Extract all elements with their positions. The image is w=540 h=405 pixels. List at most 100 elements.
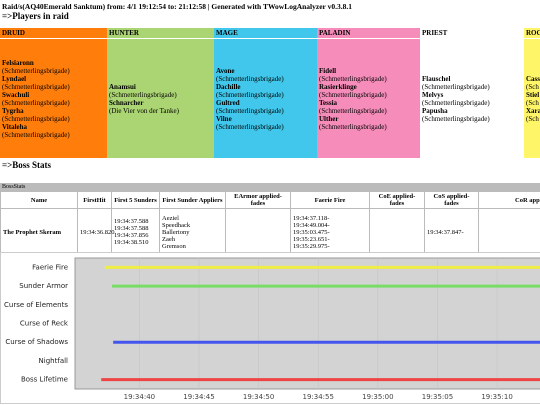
player-guild: (Schmetterlingsbrigade) [422,98,490,107]
player-guild: (Schmetterlingsbrigade) [319,90,387,99]
class-cell: Cass (Sch Stiel (Sch Xara (Sch [524,38,540,158]
table-cell [478,208,540,256]
player-guild: (Schmetterlingsbrigade) [2,98,70,107]
table-cell: The Prophet Skeram [0,208,78,256]
player-name: Avone [216,66,235,75]
column-header: Name [0,191,78,209]
table-cell: 19:34:37.847- [424,208,479,256]
row-label: Curse of Elements [4,301,68,309]
player-guild: (Schmetterlingsbrigade) [2,82,70,91]
player-name: Tessia [319,98,338,107]
class-cell: Fidell (Schmetterlingsbrigade) Rasierkling… [317,38,420,158]
player-guild: (Schmetterlingsbrigade) [216,106,284,115]
player-name: Lyndael [2,74,27,83]
x-tick-label: 19:34:55 [303,393,334,401]
cell-line: 19:34:37.856 [114,232,149,239]
player-guild: (Schmetterlingsbrigade) [216,122,284,131]
class-cell: Anamsui (Schmetterlingsbrigade) Schnarcher… [107,38,214,158]
player-name: Gultred [216,98,240,107]
table-cell [369,208,425,256]
x-tick-label: 19:35:00 [362,393,393,401]
player-guild: (Schmetterlingsbrigade) [109,90,177,99]
class-header: MAGE [214,28,317,39]
column-header: CoR applied-fade [478,191,540,209]
table-cell [225,208,291,256]
boss-stats: BossStats Name FirstHit First 5 Sunders Fir… [0,183,540,256]
class-header: ROG [524,28,540,39]
class-header: HUNTER [107,28,214,39]
player-name: Flauschel [422,74,451,83]
cell-line: Aeziel [162,214,179,222]
row-label: Curse of Reck [20,320,69,328]
player-guild: (Schmetterlingsbrigade) [2,130,70,139]
players-table: DRUID HUNTER MAGE PALADIN PRIEST ROG Felsiaron… [0,28,540,158]
player-guild: (Sch [526,114,539,123]
table-cell: 19:34:37.588 19:34:37.588 19:34:37.856 19:3… [111,208,160,256]
column-header: CoS applied-fades [424,191,479,209]
player-guild: (Schmetterlingsbrigade) [216,74,284,83]
player-name: Tygrha [2,106,24,115]
cell-line: 19:35:23.651- [293,235,330,243]
cell-line: Gremson [162,242,186,250]
player-guild: (Sch [526,98,539,107]
player-name: Fidell [319,66,337,75]
row-label: Faerie Fire [32,263,68,271]
cell-line: Speedhack [162,221,191,229]
cell-line: 19:34:37.118- [293,214,330,222]
row-label: Sunder Armor [19,282,68,290]
cell-line: Zaeh [162,235,175,243]
cell-line: The Prophet Skeram [3,228,62,236]
table-cell: 19:34:36.820 [77,208,115,256]
column-header: First 5 Sunders [111,191,160,209]
class-cell: Flauschel (Schmetterlingsbrigade) Melvys (S… [420,38,524,158]
x-tick-label: 19:34:50 [243,393,274,401]
player-name: Anamsui [109,82,136,91]
player-guild: (Die Vier von der Tanke) [109,106,179,115]
column-header: First Sunder Appliers [159,191,226,209]
class-header: PALADIN [317,28,420,39]
cell-line: 19:34:37.588 [114,225,149,232]
cell-line: 19:34:38.510 [114,239,149,246]
page-title: Raid/s(AQ40Emerald Sanktum) from: 4/1 19… [2,2,352,11]
player-name: Felsiaronn [2,58,34,67]
table-cell: 19:34:37.118- 19:34:49.004- 19:35:03.475- 1… [290,208,370,256]
player-name: Papusha [422,106,448,115]
section-heading: =>Boss Stats [2,160,52,170]
player-name: Dachille [216,82,241,91]
cell-line: 19:35:29.975- [293,242,330,250]
column-header: Faerie Fire [290,191,370,209]
cell-line: 19:34:36.820 [80,228,115,236]
player-guild: (Schmetterlingsbrigade) [422,82,490,91]
column-header: FirstHit [77,191,112,209]
cell-line: 19:34:37.847- [427,228,464,236]
player-guild: (Schmetterlingsbrigade) [2,66,70,75]
player-name: Vitaleha [2,122,28,131]
row-label: Nightfall [39,357,69,365]
cell-line: 19:34:37.588 [114,218,149,225]
player-name: Ulther [319,114,339,123]
player-name: Schnarcher [109,98,144,107]
table-caption: BossStats [0,183,540,191]
column-header: CoE applied-fades [369,191,425,209]
x-tick-label: 19:34:40 [124,393,155,401]
plot-area [74,257,540,390]
player-guild: (Schmetterlingsbrigade) [319,106,387,115]
row-label: Boss Lifetime [21,376,68,384]
player-guild: (Schmetterlingsbrigade) [319,122,387,131]
x-tick-label: 19:34:45 [183,393,214,401]
cell-line: 19:34:49.004- [293,221,330,229]
class-cell: Avone (Schmetterlingsbrigade) Dachille (Sch… [214,38,317,158]
player-guild: (Schmetterlingsbrigade) [422,114,490,123]
player-name: Rasierklinge [319,82,357,91]
player-name: Vilne [216,114,232,123]
player-name: Cass [526,74,540,83]
player-name: Swachuli [2,90,30,99]
cell-line: 19:35:03.475- [293,228,330,236]
table-cell: Aeziel Speedhack Ballertony Zaeh Gremson [159,208,226,256]
player-guild: (Schmetterlingsbrigade) [216,90,284,99]
player-name: Melvys [422,90,444,99]
timeline-chart: 19:34:40 19:34:45 19:34:50 19:34:55 19:35:00… [0,252,540,404]
class-header: DRUID [0,28,107,39]
player-guild: (Sch [526,82,539,91]
